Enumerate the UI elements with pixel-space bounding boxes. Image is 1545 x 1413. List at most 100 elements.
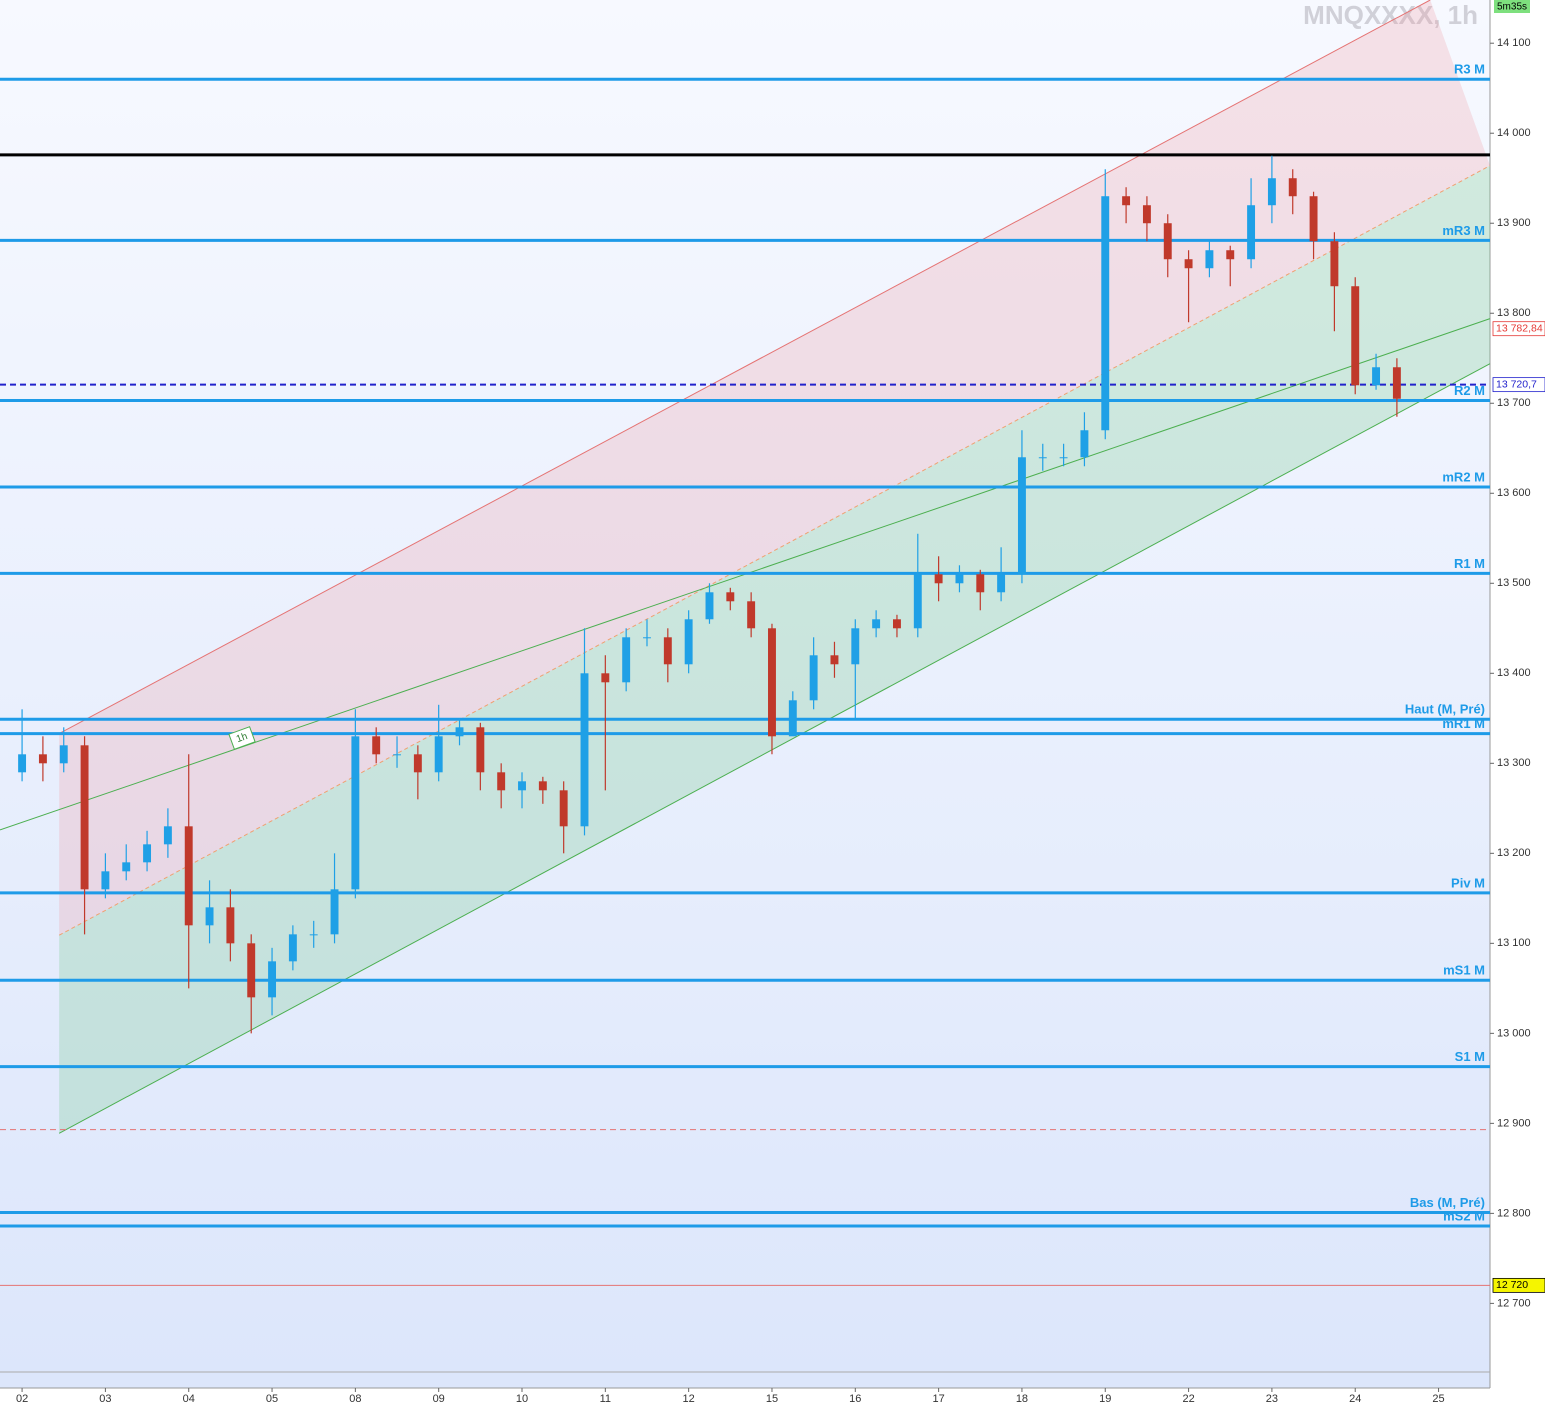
- y-tick-label: 12 800: [1497, 1207, 1531, 1219]
- x-tick-label: 09: [433, 1393, 445, 1405]
- candle-body: [1163, 223, 1172, 260]
- candle-body: [976, 574, 985, 593]
- price-badge: [1492, 1277, 1545, 1293]
- channel-line: [58, 363, 1491, 1134]
- plot-background: [0, 0, 1490, 1388]
- x-tick-label: 02: [16, 1393, 28, 1405]
- candle-body: [38, 754, 47, 764]
- candle-body: [59, 745, 68, 764]
- price-badge-label: 13 782,84: [1496, 322, 1543, 334]
- candle-body: [872, 619, 881, 629]
- candle-body: [184, 826, 193, 926]
- channel-fill: [59, 0, 1490, 936]
- candle-body: [518, 781, 526, 791]
- candle-body: [580, 673, 589, 827]
- candle-body: [934, 574, 943, 584]
- candle-body: [1247, 205, 1256, 260]
- y-tick-label: 14 000: [1497, 127, 1531, 139]
- candle-body: [809, 655, 818, 701]
- x-tick-label: 16: [849, 1393, 861, 1405]
- chart-title: MNQXXXX, 1h: [1303, 0, 1478, 30]
- y-tick-label: 13 900: [1497, 217, 1531, 229]
- pivot-label: Bas (M, Pré): [1410, 1195, 1485, 1210]
- candle-body: [1330, 241, 1339, 287]
- candle-body: [288, 934, 297, 962]
- candle-body: [997, 574, 1006, 593]
- candle-body: [122, 862, 131, 872]
- annotation-label: 1h: [235, 731, 249, 745]
- pivot-label: S1 M: [1455, 1049, 1485, 1064]
- candle-body: [1392, 367, 1401, 399]
- candle-body: [330, 889, 339, 935]
- price-badge: [1492, 321, 1545, 337]
- candle-body: [101, 871, 110, 890]
- candle-body: [1309, 196, 1318, 242]
- x-tick-label: 15: [766, 1393, 778, 1405]
- y-tick-label: 13 500: [1497, 577, 1531, 589]
- candle-body: [1122, 196, 1131, 206]
- pivot-label: R2 M: [1454, 383, 1485, 398]
- candle-body: [247, 943, 256, 998]
- x-tick-label: 19: [1099, 1393, 1111, 1405]
- timer: 5m35s: [1497, 2, 1527, 13]
- candle-body: [1038, 457, 1047, 459]
- pivot-label: Haut (M, Pré): [1405, 702, 1485, 717]
- x-tick-label: 10: [516, 1393, 528, 1405]
- x-tick-label: 24: [1349, 1393, 1361, 1405]
- candle-body: [788, 700, 797, 737]
- candle-body: [309, 934, 318, 936]
- y-tick-label: 12 700: [1497, 1297, 1531, 1309]
- y-tick-label: 13 600: [1497, 487, 1531, 499]
- x-tick-label: 23: [1266, 1393, 1278, 1405]
- x-tick-label: 17: [932, 1393, 944, 1405]
- candle-body: [497, 772, 506, 791]
- y-tick-label: 13 200: [1497, 847, 1531, 859]
- timer-box: [1494, 0, 1530, 13]
- candle-body: [434, 736, 443, 773]
- channel-line: [58, 0, 1431, 735]
- price-axis: [1490, 0, 1545, 1408]
- x-tick-label: 04: [183, 1393, 195, 1405]
- pivot-label: mS1 M: [1443, 963, 1485, 978]
- candle-body: [705, 592, 714, 620]
- candle-body: [143, 844, 152, 863]
- candle-body: [955, 574, 964, 584]
- candle-body: [18, 754, 27, 773]
- annotation: 1h: [228, 726, 256, 750]
- candle-body: [1288, 178, 1297, 197]
- candle-body: [1226, 250, 1235, 260]
- candle-body: [268, 961, 277, 998]
- x-tick-label: 12: [683, 1393, 695, 1405]
- candle-body: [663, 637, 672, 665]
- candle-body: [455, 727, 464, 737]
- y-tick-label: 13 100: [1497, 937, 1531, 949]
- price-badge-label: 13 720,7: [1496, 378, 1537, 390]
- pivot-label: R1 M: [1454, 556, 1485, 571]
- candle-body: [351, 736, 360, 890]
- candle-body: [1267, 178, 1276, 206]
- y-tick-label: 13 800: [1497, 307, 1531, 319]
- candle-body: [913, 574, 922, 629]
- candle-body: [393, 754, 401, 756]
- pivot-label: mS2 M: [1443, 1208, 1485, 1223]
- candle-body: [643, 637, 651, 639]
- x-tick-label: 22: [1182, 1393, 1194, 1405]
- candle-body: [1205, 250, 1214, 269]
- x-tick-label: 25: [1432, 1393, 1444, 1405]
- candle-body: [413, 754, 422, 773]
- pivot-label: mR3 M: [1442, 223, 1485, 238]
- pivot-label: mR2 M: [1442, 469, 1485, 484]
- candle-body: [851, 628, 860, 665]
- pivot-label: Piv M: [1451, 875, 1485, 890]
- candle-body: [1372, 367, 1381, 386]
- candle-body: [622, 637, 631, 683]
- y-tick-label: 13 000: [1497, 1027, 1531, 1039]
- y-tick-label: 12 900: [1497, 1117, 1531, 1129]
- channel-line: [58, 165, 1491, 936]
- candle-body: [1142, 205, 1151, 224]
- y-tick-label: 13 700: [1497, 397, 1531, 409]
- y-tick-label: 13 300: [1497, 757, 1531, 769]
- candle-body: [1080, 430, 1089, 458]
- candle-body: [1017, 457, 1026, 575]
